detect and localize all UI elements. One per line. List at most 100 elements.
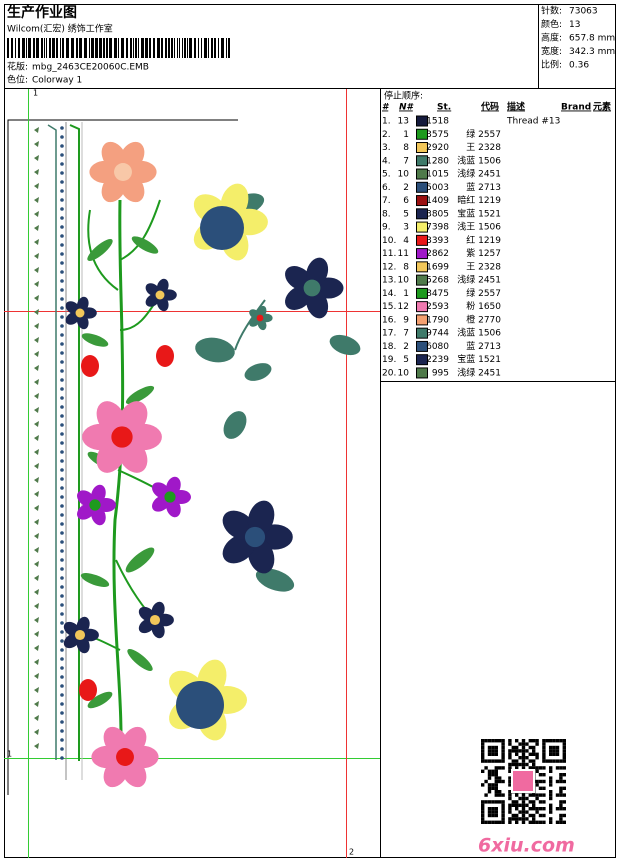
qr-module bbox=[542, 793, 546, 797]
qr-module bbox=[535, 766, 539, 770]
leaf bbox=[131, 236, 159, 254]
barcode bbox=[7, 38, 230, 58]
code: 橙 2770 bbox=[466, 313, 501, 325]
bar-stripe bbox=[91, 38, 94, 58]
border-dot bbox=[60, 630, 64, 634]
border-chevron bbox=[47, 124, 57, 760]
color-swatch bbox=[416, 287, 428, 299]
border-dot bbox=[60, 243, 64, 247]
qr-module bbox=[552, 759, 556, 763]
qr-module bbox=[562, 739, 566, 743]
stitches: 1409 bbox=[426, 196, 449, 206]
stat-label: 比例: bbox=[541, 59, 562, 71]
color-swatch bbox=[416, 234, 428, 246]
qr-module bbox=[491, 759, 495, 763]
code: 粉 1650 bbox=[466, 300, 501, 312]
stat-value: 657.8 mm bbox=[569, 34, 615, 44]
stitches: 6080 bbox=[426, 342, 449, 352]
qr-module bbox=[521, 803, 526, 807]
qr-module bbox=[511, 813, 515, 818]
qr-module bbox=[525, 749, 529, 753]
flower-center bbox=[116, 748, 134, 766]
qr-module bbox=[484, 800, 488, 804]
border-leaf bbox=[34, 477, 39, 483]
color-swatch bbox=[416, 314, 428, 326]
qr-module bbox=[549, 752, 553, 756]
qr-module bbox=[535, 779, 539, 784]
qr-module bbox=[501, 810, 505, 814]
qr-module bbox=[494, 790, 498, 794]
flower-center bbox=[149, 614, 161, 626]
flower-center bbox=[75, 308, 85, 318]
stitches: 2920 bbox=[426, 143, 449, 153]
qr-module bbox=[491, 810, 495, 814]
bar-stripe bbox=[109, 38, 112, 58]
border-leaf bbox=[34, 589, 39, 595]
qr-module bbox=[562, 813, 566, 818]
qr-module bbox=[508, 810, 512, 814]
bar-stripe bbox=[179, 38, 180, 58]
qr-module bbox=[518, 796, 522, 801]
qr-module bbox=[559, 813, 563, 818]
qr-code bbox=[480, 738, 566, 824]
qr-module bbox=[515, 739, 519, 743]
bar-stripe bbox=[106, 38, 108, 58]
qr-module bbox=[538, 793, 543, 797]
border-dot bbox=[60, 684, 64, 688]
qr-module bbox=[555, 749, 560, 753]
border-leaf bbox=[34, 533, 39, 539]
bar-stripe bbox=[114, 38, 117, 58]
qr-module bbox=[528, 745, 532, 750]
qr-module bbox=[487, 800, 492, 804]
qr-module bbox=[491, 820, 495, 824]
leaf bbox=[81, 333, 109, 347]
qr-module bbox=[494, 813, 498, 818]
qr-module bbox=[538, 807, 543, 811]
qr-module bbox=[521, 793, 526, 797]
needle: 7 bbox=[403, 329, 409, 339]
bar-stripe bbox=[62, 38, 64, 58]
qr-module bbox=[562, 800, 566, 804]
qr-module bbox=[532, 762, 536, 767]
qr-module bbox=[525, 742, 529, 746]
leaf bbox=[127, 649, 153, 671]
qr-module bbox=[521, 749, 526, 753]
border-dot bbox=[60, 180, 64, 184]
color-swatch bbox=[416, 115, 428, 127]
qr-module bbox=[521, 817, 526, 821]
stitches: 9744 bbox=[426, 329, 449, 339]
stem bbox=[119, 199, 161, 261]
stitches: 2239 bbox=[426, 355, 449, 365]
border-dot bbox=[60, 261, 64, 265]
border-dot bbox=[60, 216, 64, 220]
qr-module bbox=[521, 807, 526, 811]
code: 绿 2557 bbox=[466, 287, 501, 299]
qr-module bbox=[487, 786, 492, 790]
border-dot bbox=[60, 486, 64, 490]
qr-module bbox=[491, 783, 495, 787]
border-leaf bbox=[34, 309, 39, 315]
qr-module bbox=[508, 793, 512, 797]
qr-module bbox=[559, 793, 563, 797]
border-dot bbox=[60, 729, 64, 733]
qr-module bbox=[535, 783, 539, 787]
border-dot bbox=[60, 324, 64, 328]
qr-module bbox=[515, 817, 519, 821]
bar-stripe bbox=[60, 38, 61, 58]
stitches: 1518 bbox=[426, 117, 449, 127]
border-dot bbox=[60, 126, 64, 130]
qr-module bbox=[549, 783, 553, 787]
qr-module bbox=[487, 776, 492, 780]
border-leaf bbox=[34, 463, 39, 469]
color-swatch bbox=[416, 195, 428, 207]
qr-module bbox=[494, 786, 498, 790]
bar-stripe bbox=[149, 38, 151, 58]
border-dot bbox=[60, 666, 64, 670]
border-leaf bbox=[34, 617, 39, 623]
border-dot bbox=[60, 468, 64, 472]
row-number: 11. bbox=[382, 249, 396, 259]
bar-stripe bbox=[22, 38, 25, 58]
qr-module bbox=[501, 739, 505, 743]
needle: 11 bbox=[398, 249, 409, 259]
leaf bbox=[125, 547, 155, 573]
